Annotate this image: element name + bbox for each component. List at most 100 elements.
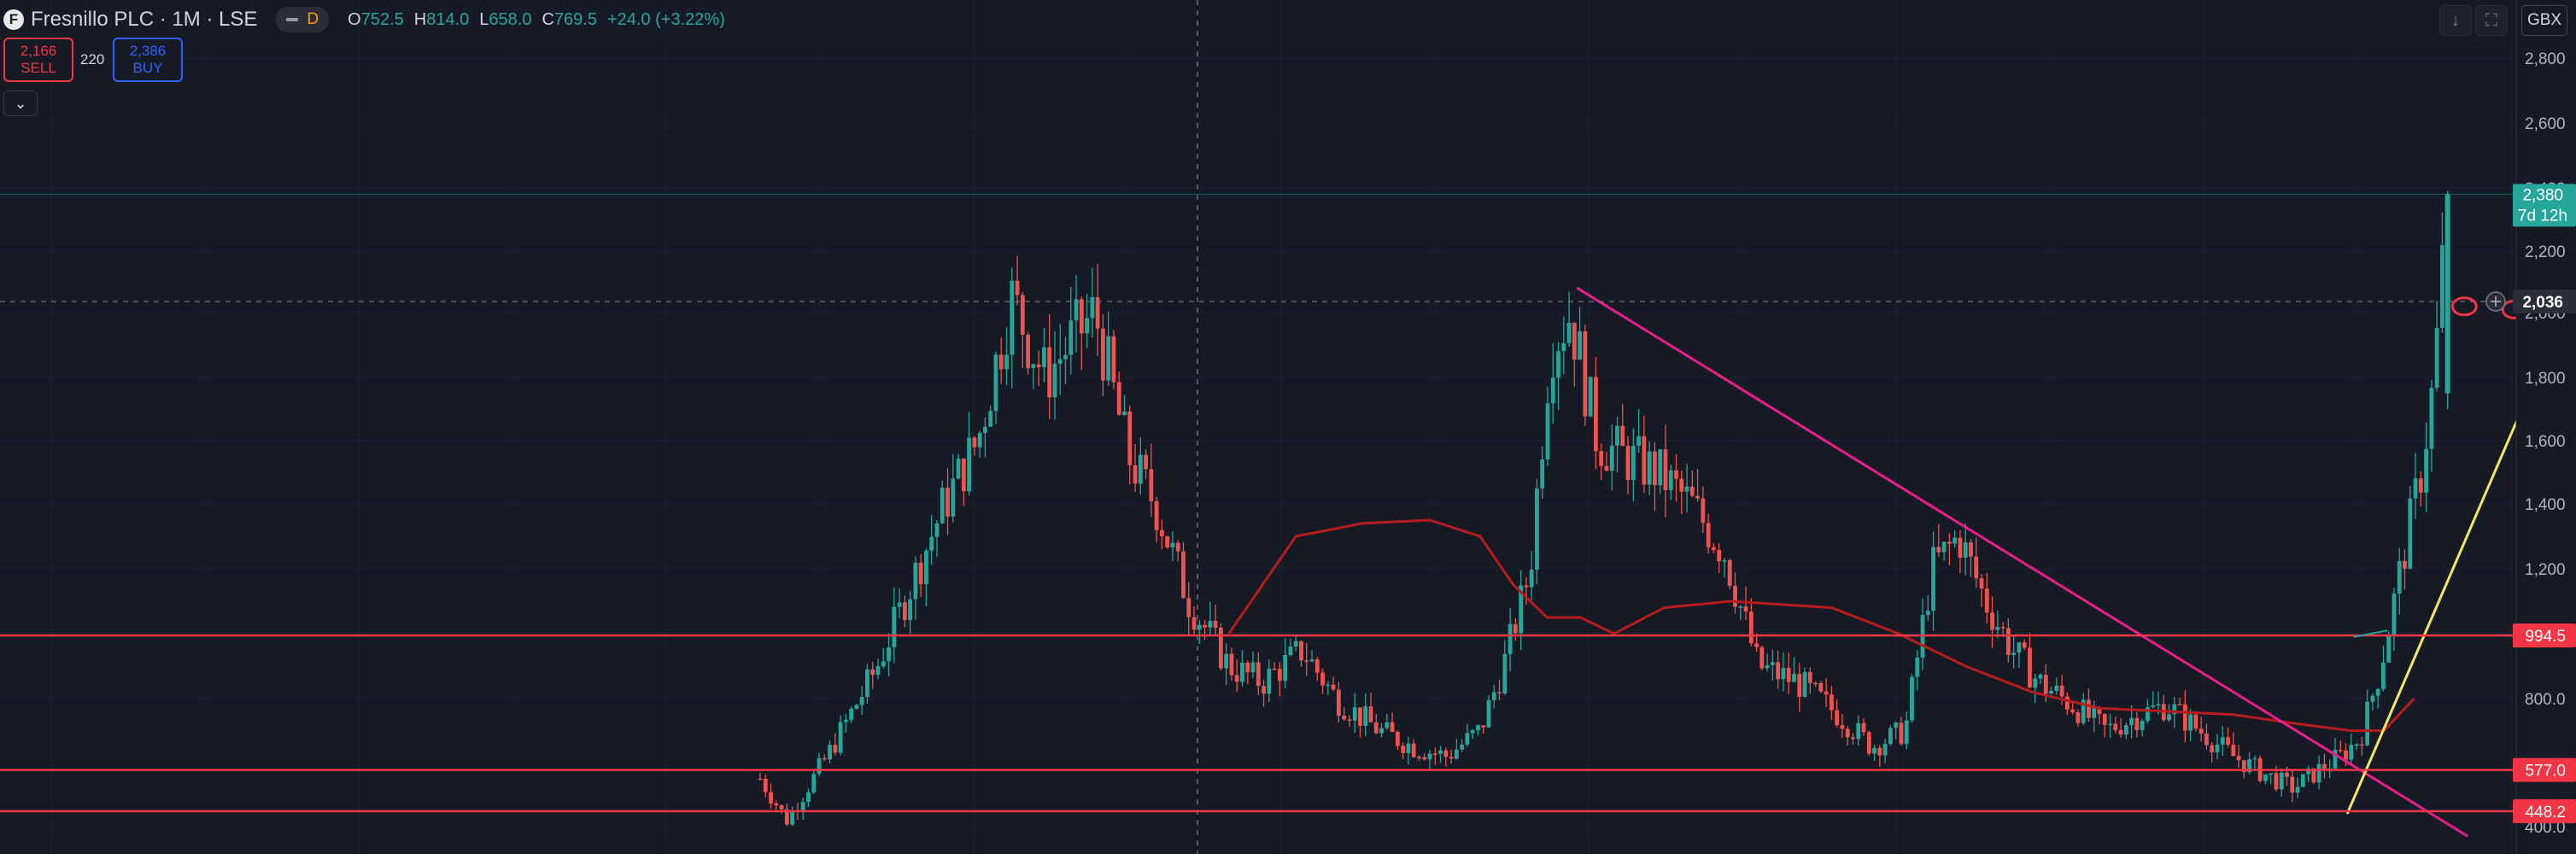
candle-body <box>2231 744 2236 757</box>
chevron-down-icon[interactable]: ⌄ <box>3 91 38 116</box>
candle-body <box>1786 668 1791 682</box>
candle-body <box>1899 722 1904 745</box>
candle-body <box>977 432 982 447</box>
candle-body <box>1406 743 1411 753</box>
symbol-legend[interactable]: F Fresnillo PLC · 1M · LSE D O752.5 H814… <box>3 5 725 34</box>
candle-body <box>1106 336 1111 381</box>
candle-body <box>1427 753 1432 760</box>
candle-body <box>1706 523 1711 547</box>
candle-body <box>2440 245 2444 328</box>
candle-body <box>1561 342 1566 352</box>
candle-body <box>2392 594 2397 635</box>
price-axis[interactable]: 400.0800.01,0001,2001,4001,6001,8002,000… <box>2485 0 2576 854</box>
candle-body <box>1379 728 1384 734</box>
candle-body <box>924 550 928 585</box>
buy-button[interactable]: 2,386 BUY <box>113 38 183 82</box>
candle-body <box>2338 749 2343 752</box>
candle-body <box>2092 707 2097 718</box>
candle-body <box>790 810 795 825</box>
ohlc-open-key: O <box>348 9 361 29</box>
candle-body <box>1181 551 1186 599</box>
candle-body <box>1074 299 1079 321</box>
candle-body <box>1047 347 1052 398</box>
price-tick-label: 2,600 <box>2525 115 2566 133</box>
price-tick-label: 2,800 <box>2525 50 2566 68</box>
candle-body <box>1449 757 1454 759</box>
candle-body <box>1830 694 1834 711</box>
candle-body <box>2333 749 2338 769</box>
candle-body <box>1052 363 1057 398</box>
candle-body <box>1304 660 1309 662</box>
candle-body <box>1743 606 1748 612</box>
candle-body <box>2408 498 2413 569</box>
candle-body <box>1513 623 1518 634</box>
candle-body <box>1904 720 1909 745</box>
candle-body <box>1792 674 1796 682</box>
candle-body <box>1658 449 1663 486</box>
candle-body <box>1267 669 1272 694</box>
candle-body <box>2043 675 2048 694</box>
candle-body <box>1727 560 1732 586</box>
candle-body <box>1588 377 1593 417</box>
candle-body <box>1411 743 1416 757</box>
candle-body <box>1144 454 1148 470</box>
market-status-pill[interactable]: D <box>276 7 330 32</box>
candle-body <box>2424 448 2428 493</box>
currency-selector[interactable]: GBX <box>2521 5 2567 36</box>
candle-body <box>908 599 913 621</box>
download-icon[interactable]: ↓ <box>2439 5 2472 36</box>
candle-body <box>1342 716 1347 720</box>
candle-body <box>1754 643 1759 647</box>
candle-body <box>1556 351 1560 378</box>
candle-body <box>1122 411 1127 415</box>
symbol-logo: F <box>3 9 24 30</box>
candle-body <box>967 437 972 492</box>
candle-body <box>1395 732 1400 746</box>
candle-body <box>1138 454 1143 484</box>
candle-body <box>1529 570 1534 588</box>
candle-body <box>1229 653 1234 676</box>
candle-body <box>2188 714 2193 731</box>
candle-body <box>1460 744 1465 750</box>
candle-body <box>892 606 897 648</box>
candle-body <box>2403 560 2407 569</box>
candle-body <box>2375 688 2380 696</box>
candle-body <box>1068 320 1074 355</box>
candle-body <box>2316 763 2321 783</box>
candle-body <box>1004 354 1009 370</box>
candle-body <box>1668 470 1673 491</box>
candle-body <box>934 523 940 537</box>
candle-body <box>2322 763 2327 770</box>
candle-body <box>2028 647 2032 688</box>
candle-body <box>1824 691 1829 695</box>
candle-body <box>1368 706 1373 722</box>
candle-body <box>1283 654 1288 681</box>
candle-body <box>1250 662 1256 673</box>
candle-body <box>1818 683 1824 692</box>
candle-body <box>1502 653 1508 694</box>
candle-body <box>1320 672 1325 686</box>
level-badge-label: 994.5 <box>2525 628 2566 646</box>
candle-body <box>2300 774 2305 787</box>
candle-body <box>2210 745 2215 752</box>
candle-body <box>1625 446 1630 481</box>
candle-body <box>2279 772 2284 790</box>
candle-body <box>2381 662 2386 689</box>
candle-body <box>1240 662 1244 682</box>
level-badge-label: 448.2 <box>2525 804 2566 822</box>
candle-body <box>1712 547 1716 550</box>
symbol-title[interactable]: Fresnillo PLC · 1M · LSE <box>31 8 258 31</box>
candle-body <box>1738 606 1743 608</box>
candle-body <box>1684 486 1689 492</box>
candle-body <box>1213 621 1218 629</box>
candle-body <box>881 661 886 667</box>
spread-value: 220 <box>80 51 105 67</box>
candle-body <box>918 562 923 585</box>
candle-body <box>1759 646 1765 669</box>
candle-body <box>1931 547 1935 611</box>
fullscreen-icon[interactable]: ⛶ <box>2475 5 2508 36</box>
ohlc-high: 814.0 <box>426 9 470 29</box>
candle-body <box>1566 322 1572 343</box>
sell-button[interactable]: 2,166 SELL <box>3 38 73 82</box>
